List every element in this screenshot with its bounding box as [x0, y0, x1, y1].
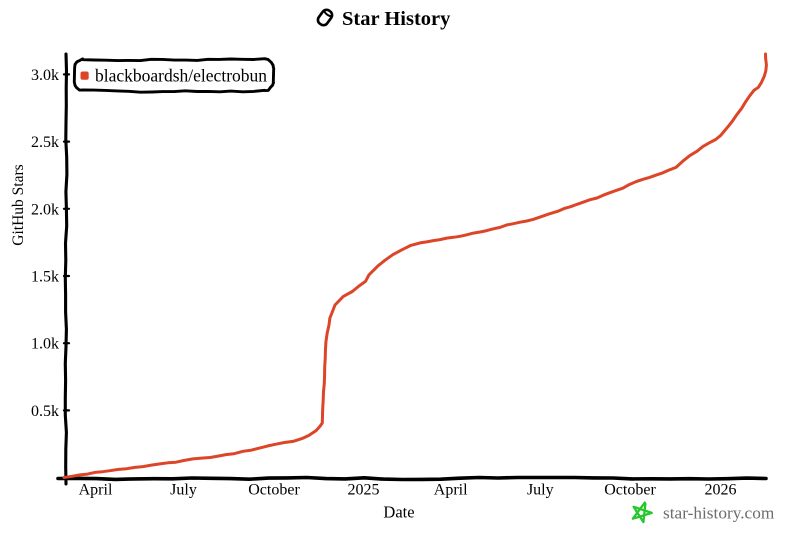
svg-text:2025: 2025	[348, 482, 380, 499]
svg-text:October: October	[604, 482, 656, 499]
svg-text:star-history.com: star-history.com	[663, 504, 775, 523]
svg-text:3.0k: 3.0k	[31, 67, 59, 84]
svg-text:October: October	[248, 482, 300, 499]
svg-text:April: April	[434, 482, 468, 499]
svg-text:2.0k: 2.0k	[31, 201, 59, 218]
svg-text:2026: 2026	[705, 482, 737, 499]
svg-text:Star History: Star History	[342, 8, 451, 30]
svg-text:1.5k: 1.5k	[31, 269, 59, 286]
svg-text:July: July	[170, 482, 197, 499]
svg-text:Date: Date	[383, 503, 414, 522]
svg-text:2.5k: 2.5k	[31, 134, 59, 151]
svg-text:0.5k: 0.5k	[31, 403, 59, 420]
svg-text:blackboardsh/electrobun: blackboardsh/electrobun	[95, 66, 267, 86]
svg-text:GitHub Stars: GitHub Stars	[10, 164, 27, 245]
svg-text:1.0k: 1.0k	[31, 336, 59, 353]
svg-text:April: April	[79, 482, 113, 499]
svg-text:July: July	[527, 482, 554, 499]
